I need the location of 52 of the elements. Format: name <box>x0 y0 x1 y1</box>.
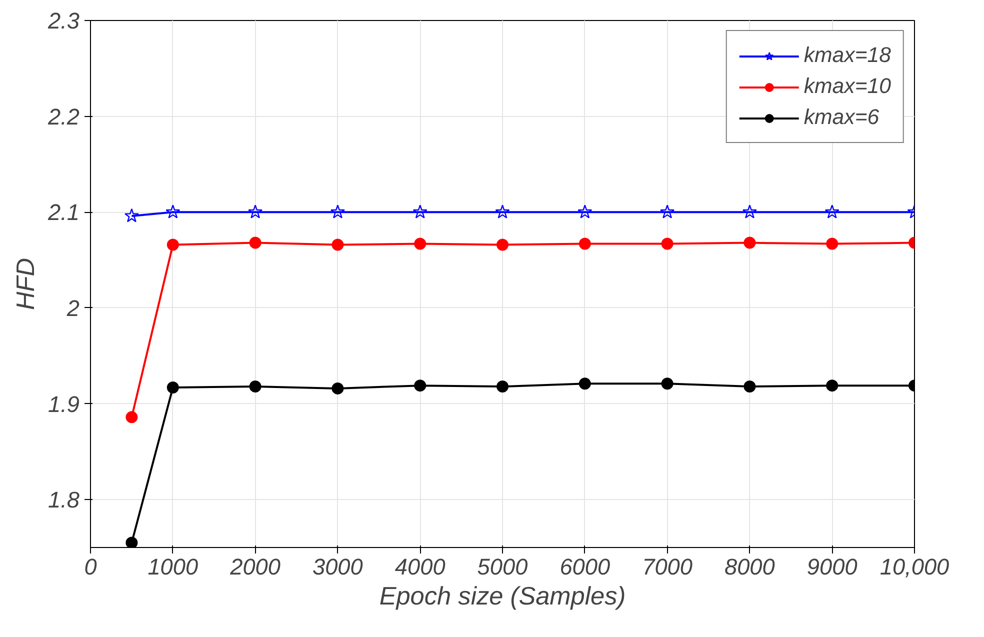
point <box>332 238 344 251</box>
x-tick-label: 4000 <box>394 554 446 580</box>
point <box>249 380 262 393</box>
point <box>578 238 591 250</box>
x-tick-label: 10,000 <box>880 554 950 580</box>
x-tick-label: 1000 <box>148 554 198 580</box>
point <box>744 236 756 249</box>
point <box>660 204 675 218</box>
point <box>166 381 179 394</box>
y-tick-label: 1.8 <box>48 486 80 513</box>
point <box>496 238 508 251</box>
point <box>166 204 180 218</box>
legend-label: kmax=6 <box>804 105 880 130</box>
point <box>248 204 263 218</box>
point <box>330 204 345 218</box>
point <box>826 238 838 250</box>
point <box>126 411 138 424</box>
point <box>249 236 262 249</box>
x-tick-label: 5000 <box>477 554 528 580</box>
point <box>495 204 510 218</box>
point <box>166 238 179 251</box>
point <box>824 204 840 218</box>
point <box>414 238 426 250</box>
point <box>412 204 428 218</box>
point <box>124 208 139 222</box>
y-tick-label: 1.9 <box>48 390 80 417</box>
y-axis-title: HFD <box>12 258 40 310</box>
point <box>496 380 508 393</box>
point <box>414 380 426 392</box>
legend-label: kmax=18 <box>804 43 891 68</box>
point <box>126 536 138 548</box>
point <box>826 380 838 392</box>
y-tick-label: 2.3 <box>47 8 80 34</box>
y-tick-label: 2 <box>66 294 80 321</box>
x-tick-label: 8000 <box>724 554 776 580</box>
x-tick-label: 7000 <box>642 554 693 580</box>
x-axis-title: Epoch size (Samples) <box>379 582 626 610</box>
point <box>742 204 757 218</box>
point <box>578 378 591 390</box>
x-tick-label: 9000 <box>806 554 858 580</box>
x-tick-label: 6000 <box>560 554 610 580</box>
x-tick-label: 2000 <box>229 554 281 580</box>
point <box>744 380 756 393</box>
point <box>332 382 344 394</box>
x-tick-label: 3000 <box>312 554 364 580</box>
point <box>578 204 592 218</box>
y-tick-label: 2.1 <box>47 199 80 226</box>
x-tick-label: 0 <box>84 554 98 580</box>
legend-label: kmax=10 <box>804 74 891 99</box>
point <box>661 378 674 390</box>
y-tick-label: 2.2 <box>47 103 80 130</box>
point <box>661 238 674 250</box>
